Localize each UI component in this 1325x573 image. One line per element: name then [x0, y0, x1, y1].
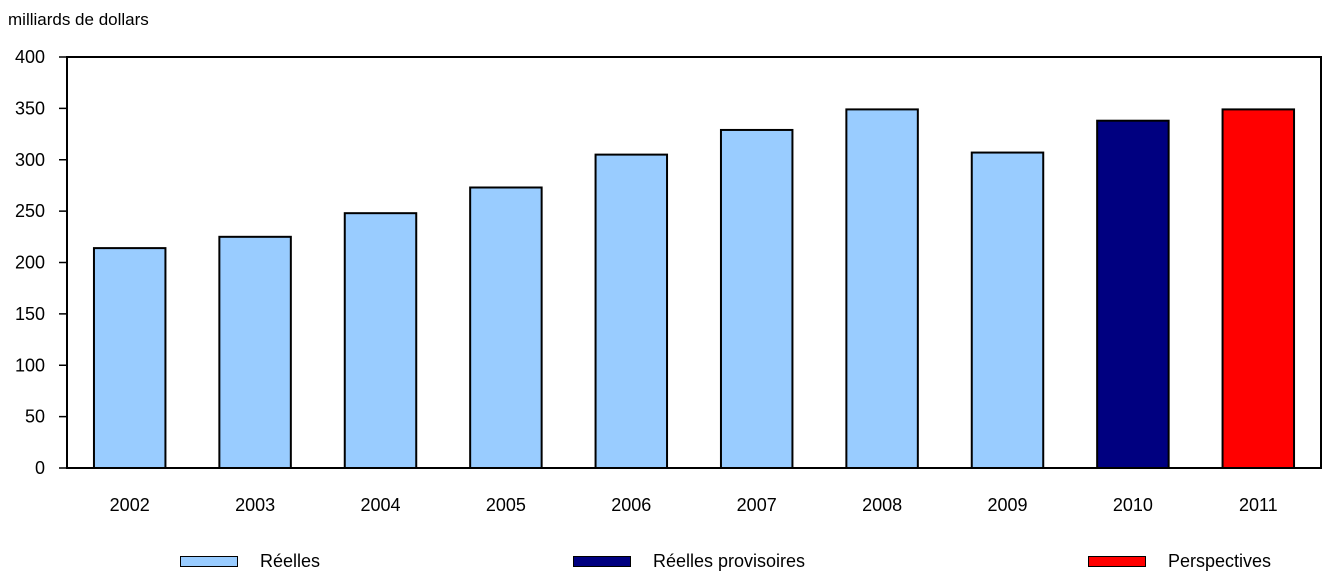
- x-tick-label: 2006: [611, 495, 651, 515]
- y-tick-label: 250: [15, 201, 45, 221]
- x-tick-label: 2007: [737, 495, 777, 515]
- bar-2005: [469, 186, 543, 469]
- y-tick-label: 350: [15, 98, 45, 118]
- legend-item-reelles-provisoires: Réelles provisoires: [573, 550, 806, 571]
- x-tick-label: 2003: [235, 495, 275, 515]
- bar-2002: [92, 247, 167, 469]
- x-tick-label: 2009: [987, 495, 1027, 515]
- y-tick-label: 300: [15, 150, 45, 170]
- bar-2003: [218, 235, 292, 469]
- bar-2008: [845, 108, 919, 469]
- plot-frame: [66, 56, 1322, 469]
- y-axis-label: milliards de dollars: [8, 10, 149, 29]
- legend-item-perspectives: Perspectives: [1088, 550, 1272, 571]
- x-tick-label: 2002: [110, 495, 150, 515]
- y-tick-label: 50: [25, 407, 45, 427]
- y-tick-label: 0: [35, 458, 45, 478]
- x-tick-label: 2011: [1239, 495, 1278, 515]
- legend-swatch-reelles-provisoires: [573, 555, 631, 567]
- legend-swatch-perspectives: [1088, 555, 1146, 567]
- y-tick-label: 150: [15, 304, 45, 324]
- y-tick-label: 200: [15, 253, 45, 273]
- x-tick-label: 2004: [360, 495, 400, 515]
- x-tick-label: 2005: [486, 495, 526, 515]
- bar-2010: [1096, 119, 1170, 470]
- y-tick-label: 400: [15, 47, 45, 67]
- bars: [92, 108, 1296, 470]
- legend-label-reelles: Réelles: [260, 550, 321, 571]
- y-axis-ticks: 0 50 100 150 200 250 300 350 400: [15, 47, 67, 478]
- y-tick-label: 100: [15, 355, 45, 375]
- legend-label-reelles-provisoires: Réelles provisoires: [653, 550, 806, 571]
- x-tick-label: 2008: [862, 495, 902, 515]
- bar-2007: [719, 128, 794, 469]
- bar-2004: [343, 212, 418, 469]
- x-axis-ticks: 2002 2003 2004 2005 2006 2007 2008 2009 2010 2011: [110, 495, 1278, 515]
- legend-item-reelles: Réelles: [180, 550, 321, 571]
- legend-swatch-reelles: [180, 555, 238, 567]
- bar-2009: [970, 151, 1045, 469]
- x-tick-label: 2010: [1113, 495, 1153, 515]
- bar-2006: [594, 153, 669, 470]
- bar-2011: [1221, 108, 1296, 469]
- legend-label-perspectives: Perspectives: [1168, 550, 1272, 571]
